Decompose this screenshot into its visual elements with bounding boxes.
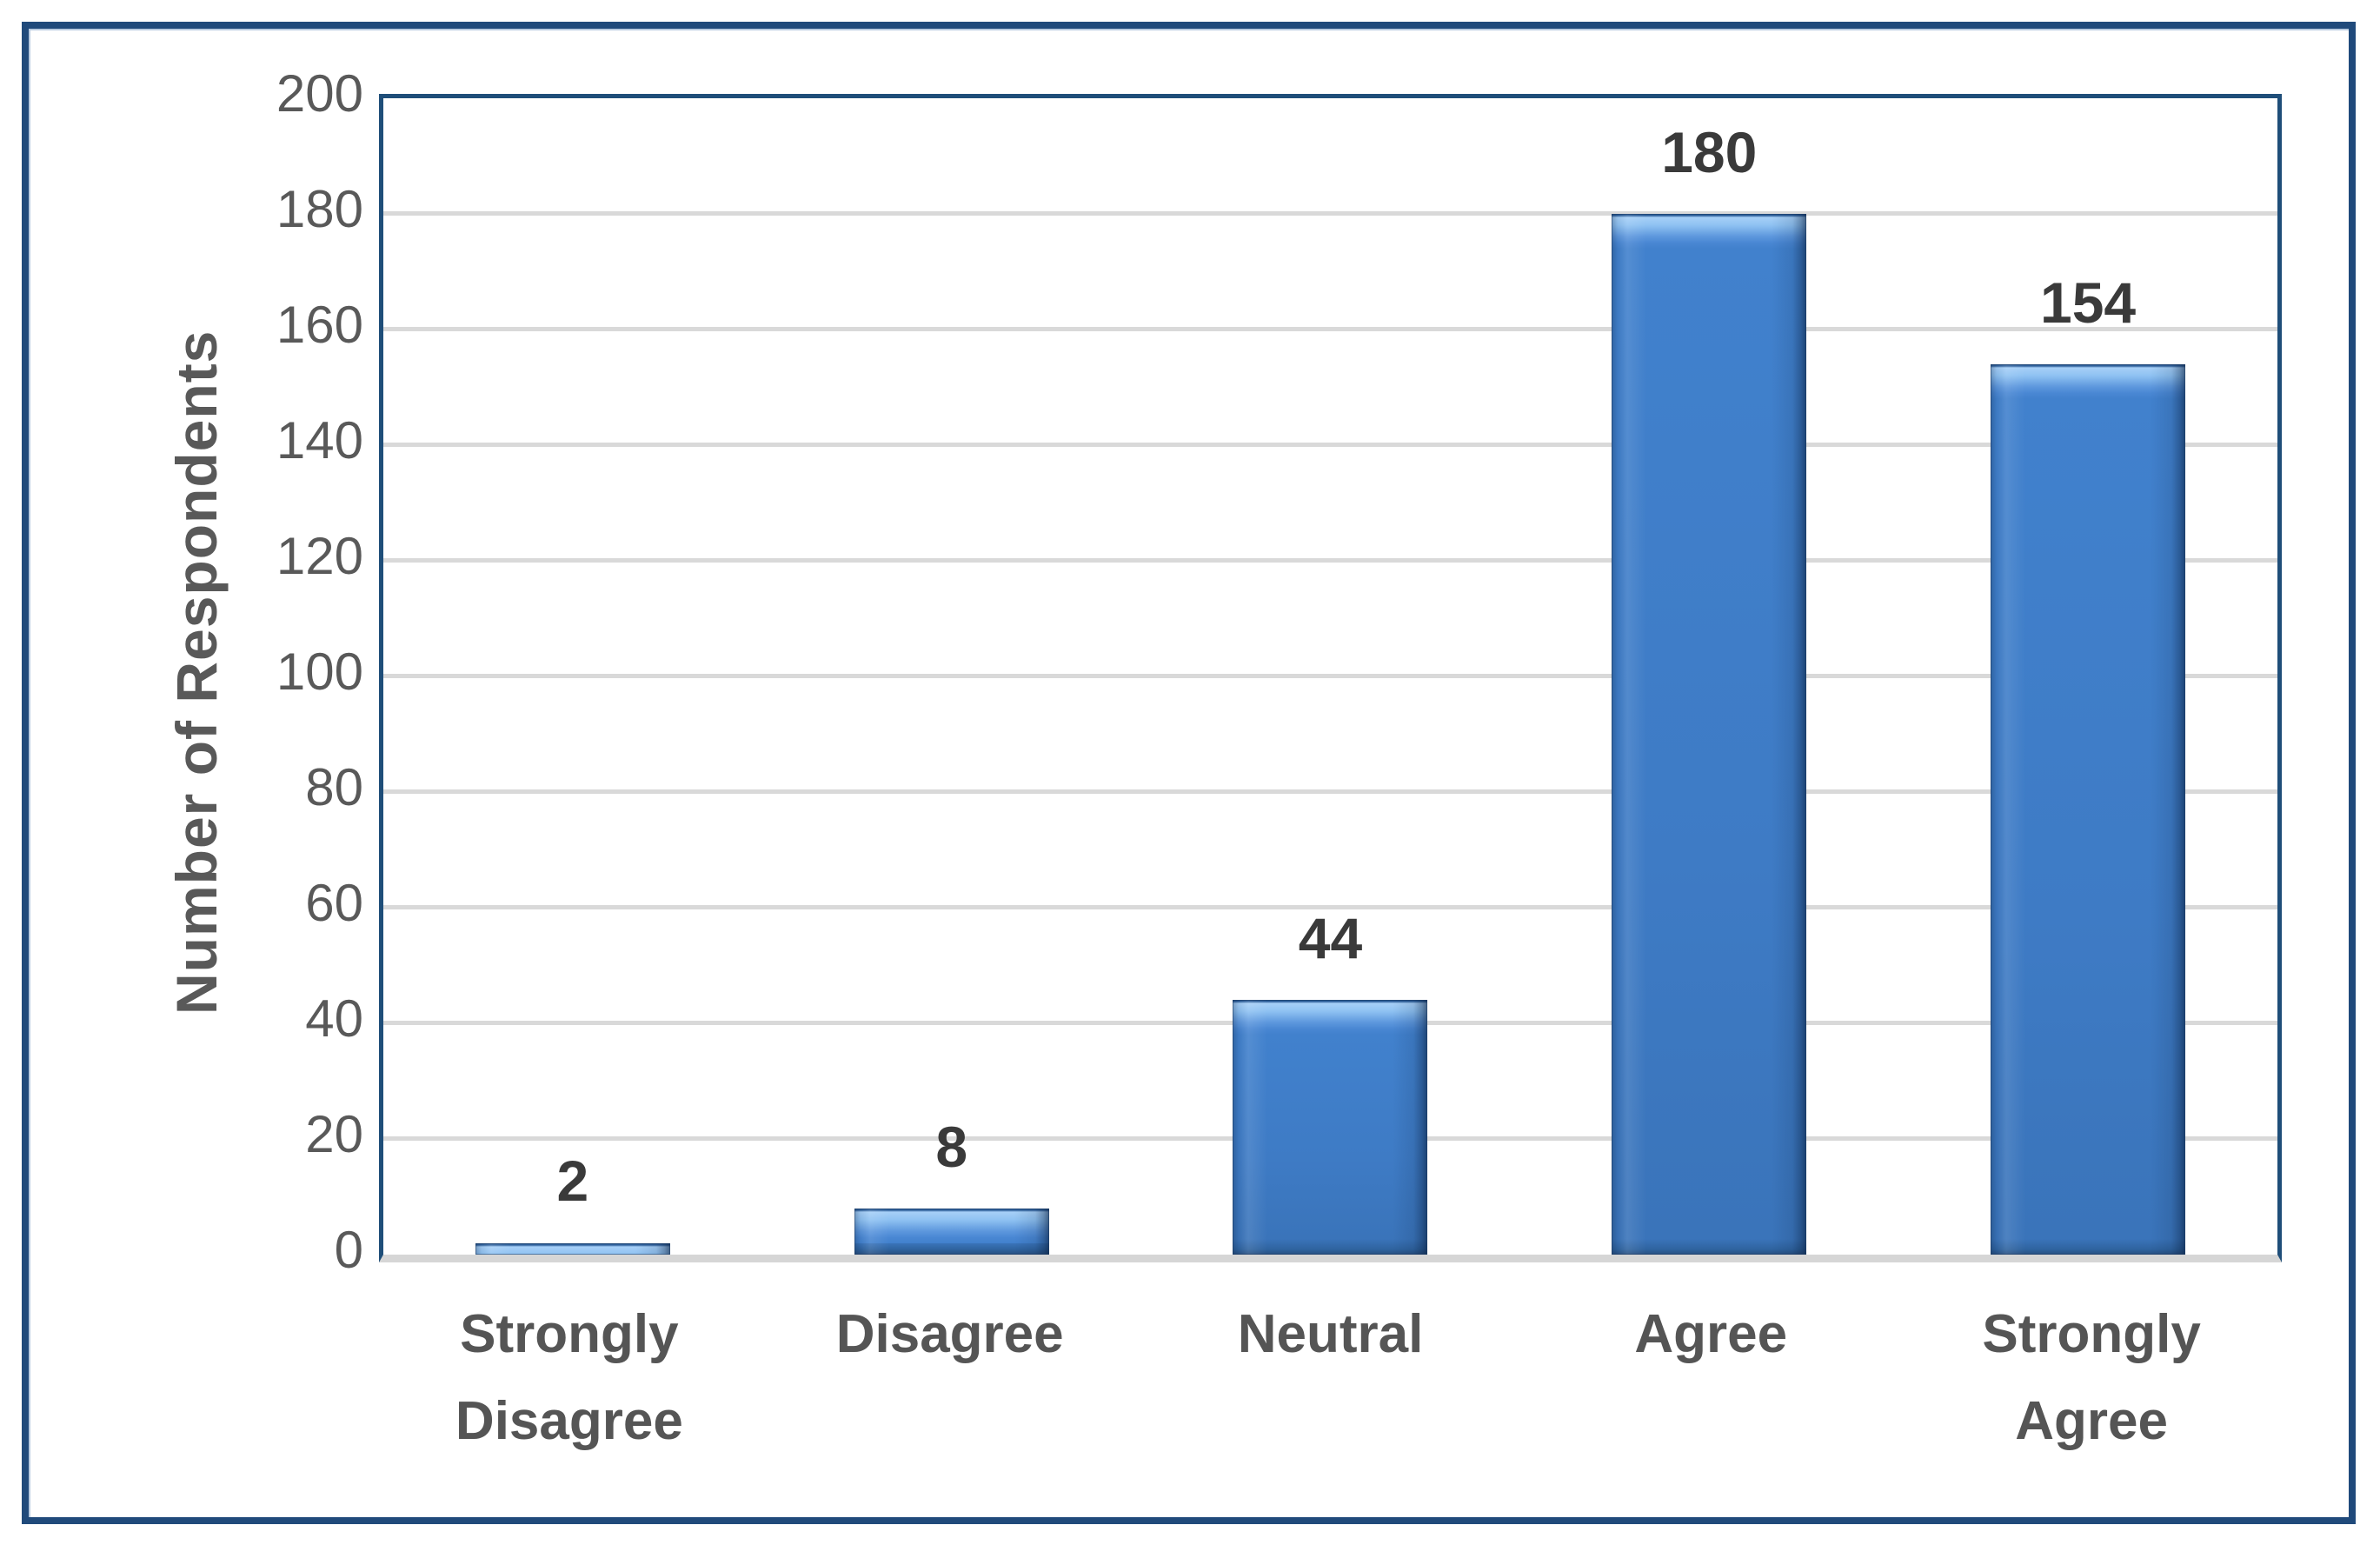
bar-slot: 44: [1141, 98, 1520, 1255]
bar-data-label: 154: [2040, 270, 2137, 335]
y-tick-label-40: 40: [305, 989, 363, 1048]
gridline-60: [383, 905, 2277, 909]
bar-data-label: 2: [556, 1149, 589, 1214]
bar: [475, 1242, 670, 1255]
bar: [854, 1208, 1049, 1255]
plot-area: 2 8 44 180 154: [379, 94, 2282, 1262]
y-tick-label-160: 160: [276, 296, 363, 354]
bar-data-label: 8: [935, 1114, 968, 1179]
gridline-100: [383, 674, 2277, 678]
bar-slot: 180: [1519, 98, 1898, 1255]
x-category-label: Strongly Disagree: [455, 1304, 683, 1452]
chart-frame: Number of Respondents 0 20 40 60 80 100 120 140…: [22, 22, 2356, 1524]
y-tick-label-60: 60: [305, 874, 363, 932]
gridline-140: [383, 443, 2277, 447]
bar-data-label: 44: [1298, 906, 1363, 971]
bar: [1991, 363, 2186, 1255]
gridline-120: [383, 558, 2277, 563]
gridline-80: [383, 789, 2277, 794]
x-category-label: Neutral: [1237, 1304, 1424, 1364]
y-axis-tick-labels: 0 20 40 60 80 100 120 140 160 180 200: [81, 68, 363, 1276]
bar-slot: 8: [762, 98, 1141, 1255]
gridline-160: [383, 327, 2277, 331]
y-tick-label-100: 100: [276, 643, 363, 701]
x-category-label: Strongly Agree: [1982, 1304, 2201, 1452]
bar-data-label: 180: [1661, 119, 1758, 184]
y-tick-label-80: 80: [305, 758, 363, 816]
bar-slot: 154: [1898, 98, 2277, 1255]
y-tick-label-140: 140: [276, 411, 363, 469]
bars-container: 2 8 44 180 154: [383, 98, 2277, 1255]
bar-slot: 2: [383, 98, 762, 1255]
bar: [1612, 214, 1807, 1255]
y-tick-label-20: 20: [305, 1105, 363, 1163]
y-tick-label-120: 120: [276, 527, 363, 585]
gridline-180: [383, 211, 2277, 216]
x-category-label: Agree: [1634, 1304, 1788, 1364]
y-tick-label-0: 0: [334, 1221, 363, 1279]
y-tick-label-200: 200: [276, 64, 363, 123]
bar: [1233, 1000, 1428, 1255]
x-category-label: Disagree: [835, 1304, 1064, 1364]
x-axis-category-labels: Strongly Disagree Disagree Neutral Agree Str…: [379, 1291, 2282, 1466]
y-tick-label-180: 180: [276, 180, 363, 238]
